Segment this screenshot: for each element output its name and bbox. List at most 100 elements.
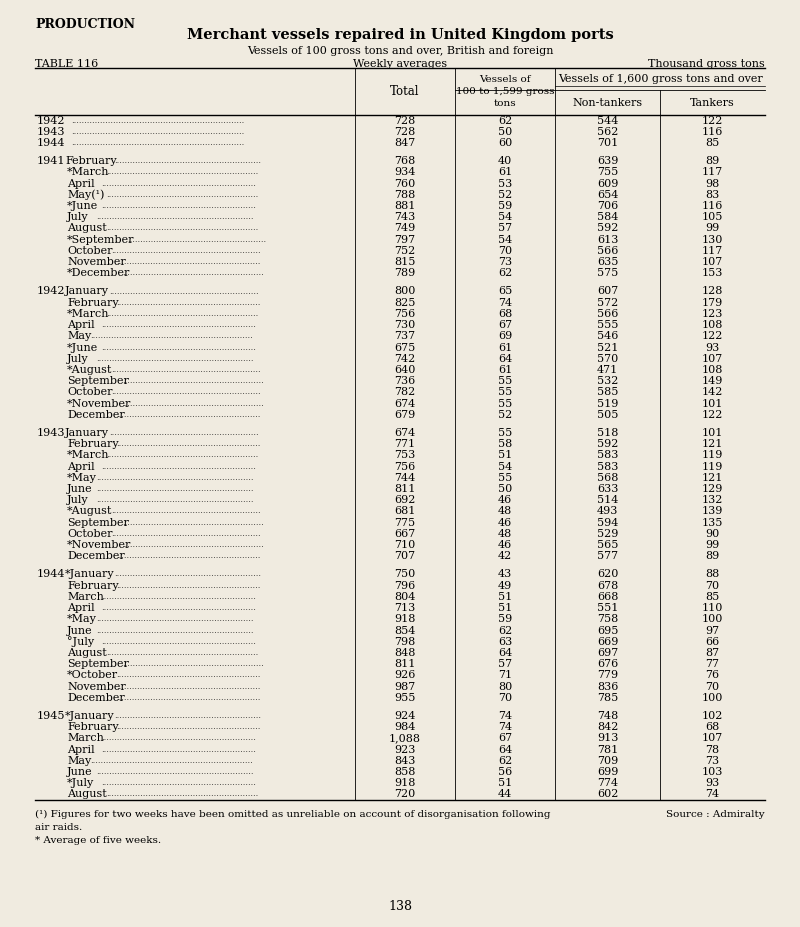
Text: 93: 93 [706,778,720,788]
Text: ...........................................................: ........................................… [101,463,256,471]
Text: ...........................................................: ........................................… [101,321,256,329]
Text: ............................................................: ........................................… [96,485,254,493]
Text: 640: 640 [394,365,416,375]
Text: 119: 119 [702,462,723,472]
Text: 51: 51 [498,591,512,602]
Text: 89: 89 [706,552,720,561]
Text: 132: 132 [702,495,723,505]
Text: 620: 620 [597,569,618,579]
Text: ..........................................................: ........................................… [106,224,258,233]
Text: 785: 785 [597,692,618,703]
Text: 68: 68 [498,309,512,319]
Text: 128: 128 [702,286,723,297]
Text: 67: 67 [498,320,512,330]
Text: 471: 471 [597,365,618,375]
Text: ..................................................................: ........................................… [71,139,244,147]
Text: 53: 53 [498,179,512,188]
Text: 88: 88 [706,569,720,579]
Text: November: November [67,681,126,692]
Text: 61: 61 [498,168,512,177]
Text: January: January [65,286,109,297]
Text: 54: 54 [498,462,512,472]
Text: ..........................................................: ........................................… [106,169,258,176]
Text: 46: 46 [498,495,512,505]
Text: 80: 80 [498,681,512,692]
Text: 779: 779 [597,670,618,680]
Text: 70: 70 [706,681,719,692]
Text: 697: 697 [597,648,618,658]
Text: 607: 607 [597,286,618,297]
Text: ........................................................: ........................................… [114,570,262,578]
Text: *January: *January [65,569,114,579]
Text: .........................................................: ........................................… [111,366,261,374]
Text: 135: 135 [702,517,723,527]
Text: 51: 51 [498,603,512,613]
Text: 572: 572 [597,298,618,308]
Text: ............................................................: ........................................… [96,355,254,362]
Text: ........................................................: ........................................… [114,158,262,165]
Text: 923: 923 [394,744,416,755]
Text: February: February [67,439,118,450]
Text: 797: 797 [394,235,415,245]
Text: 40: 40 [498,157,512,166]
Text: 934: 934 [394,168,416,177]
Text: 858: 858 [394,767,416,777]
Text: *July: *July [67,778,94,788]
Text: 117: 117 [702,246,723,256]
Text: 46: 46 [498,517,512,527]
Text: 699: 699 [597,767,618,777]
Text: 730: 730 [394,320,416,330]
Text: 51: 51 [498,451,512,461]
Text: 1945: 1945 [37,711,66,721]
Text: Vessels of 1,600 gross tons and over: Vessels of 1,600 gross tons and over [558,74,762,84]
Text: 594: 594 [597,517,618,527]
Text: *January: *January [65,711,114,721]
Text: 669: 669 [597,637,618,647]
Text: 752: 752 [394,246,416,256]
Text: 107: 107 [702,733,723,743]
Text: *November: *November [67,540,131,550]
Text: 532: 532 [597,376,618,387]
Text: *May: *May [67,473,97,483]
Text: *October: *October [67,670,118,680]
Text: 679: 679 [394,410,416,420]
Text: *November: *November [67,399,131,409]
Text: .........................................................: ........................................… [110,429,259,437]
Text: 77: 77 [706,659,719,669]
Text: 720: 720 [394,790,416,799]
Text: 66: 66 [706,637,720,647]
Text: 43: 43 [498,569,512,579]
Text: 847: 847 [394,138,416,148]
Text: ...........................................................: ........................................… [101,593,256,601]
Text: 73: 73 [706,756,719,766]
Text: 918: 918 [394,778,416,788]
Text: 544: 544 [597,116,618,125]
Text: August: August [67,648,106,658]
Text: 50: 50 [498,484,512,494]
Text: 633: 633 [597,484,618,494]
Text: 728: 728 [394,116,416,125]
Text: December: December [67,552,125,561]
Text: 710: 710 [394,540,416,550]
Text: ..........................................................: ........................................… [106,310,258,318]
Text: 73: 73 [498,257,512,267]
Text: Tankers: Tankers [690,97,735,108]
Text: Merchant vessels repaired in United Kingdom ports: Merchant vessels repaired in United King… [186,28,614,42]
Text: 924: 924 [394,711,416,721]
Text: October: October [67,387,113,398]
Text: 713: 713 [394,603,416,613]
Text: .......................................................: ........................................… [117,581,261,590]
Text: 701: 701 [597,138,618,148]
Text: 781: 781 [597,744,618,755]
Text: 583: 583 [597,462,618,472]
Text: 707: 707 [394,552,415,561]
Text: 1944: 1944 [37,569,66,579]
Text: 789: 789 [394,268,416,278]
Text: March: March [67,733,104,743]
Text: PRODUCTION: PRODUCTION [35,18,135,31]
Text: Thousand gross tons: Thousand gross tons [648,59,765,69]
Text: *June: *June [67,343,98,352]
Text: 555: 555 [597,320,618,330]
Text: April: April [67,462,94,472]
Text: July: July [67,212,89,222]
